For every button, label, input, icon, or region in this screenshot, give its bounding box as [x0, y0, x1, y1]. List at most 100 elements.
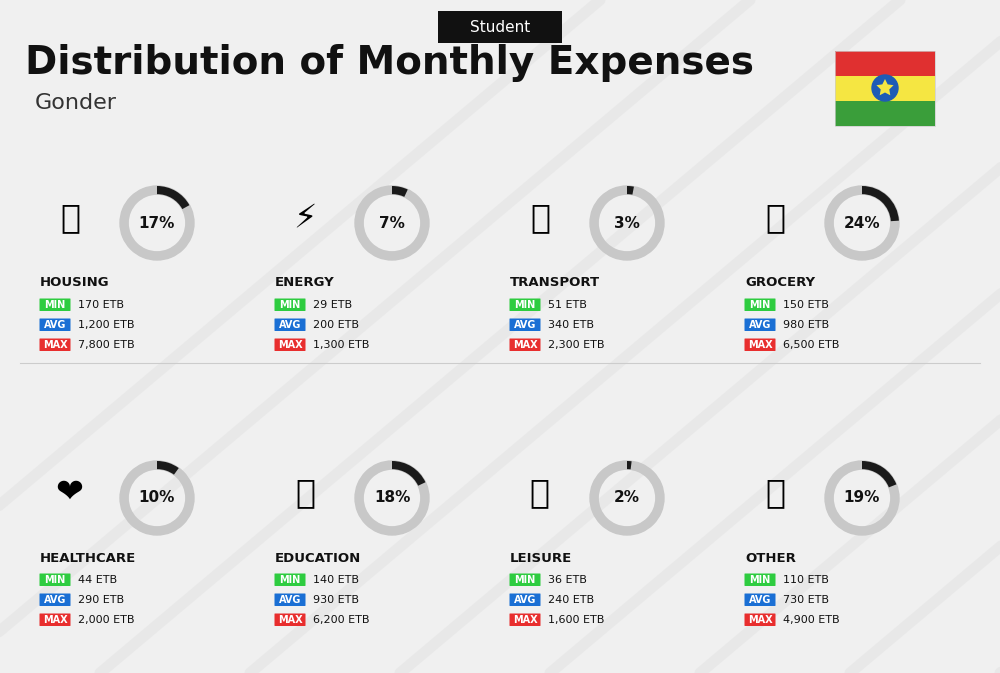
FancyBboxPatch shape [510, 573, 540, 586]
Text: 2,300 ETB: 2,300 ETB [548, 340, 604, 350]
Text: 19%: 19% [844, 491, 880, 505]
Text: 36 ETB: 36 ETB [548, 575, 587, 585]
FancyBboxPatch shape [835, 100, 935, 125]
Text: MAX: MAX [748, 340, 772, 350]
Text: 🎓: 🎓 [295, 476, 315, 509]
Text: Student: Student [470, 20, 530, 35]
Text: 2,000 ETB: 2,000 ETB [78, 615, 134, 625]
Text: 200 ETB: 200 ETB [313, 320, 359, 330]
Wedge shape [627, 461, 632, 469]
Text: MAX: MAX [43, 340, 67, 350]
FancyBboxPatch shape [744, 594, 775, 606]
FancyBboxPatch shape [510, 594, 540, 606]
Text: 930 ETB: 930 ETB [313, 595, 359, 605]
Text: MIN: MIN [44, 575, 66, 585]
Text: 🛍️: 🛍️ [530, 476, 550, 509]
Text: 150 ETB: 150 ETB [783, 300, 829, 310]
Wedge shape [862, 461, 896, 487]
FancyBboxPatch shape [510, 318, 540, 331]
Text: 🏢: 🏢 [60, 201, 80, 234]
Text: 7,800 ETB: 7,800 ETB [78, 340, 135, 350]
Circle shape [872, 75, 898, 101]
FancyBboxPatch shape [274, 614, 306, 626]
FancyBboxPatch shape [39, 339, 70, 351]
Text: 🛒: 🛒 [765, 201, 785, 234]
Text: HEALTHCARE: HEALTHCARE [40, 551, 136, 565]
Wedge shape [157, 186, 189, 209]
Text: 44 ETB: 44 ETB [78, 575, 117, 585]
FancyBboxPatch shape [39, 299, 70, 311]
Text: 1,200 ETB: 1,200 ETB [78, 320, 134, 330]
FancyBboxPatch shape [39, 573, 70, 586]
FancyBboxPatch shape [39, 614, 70, 626]
Text: MIN: MIN [279, 575, 301, 585]
Wedge shape [862, 186, 899, 221]
FancyBboxPatch shape [274, 339, 306, 351]
Text: 3%: 3% [614, 215, 640, 230]
FancyBboxPatch shape [835, 75, 935, 100]
Text: AVG: AVG [749, 320, 771, 330]
Text: OTHER: OTHER [745, 551, 796, 565]
Text: MIN: MIN [44, 300, 66, 310]
Text: 💰: 💰 [765, 476, 785, 509]
Text: AVG: AVG [514, 595, 536, 605]
Text: 290 ETB: 290 ETB [78, 595, 124, 605]
FancyBboxPatch shape [510, 614, 540, 626]
Text: 2%: 2% [614, 491, 640, 505]
FancyBboxPatch shape [744, 339, 775, 351]
Text: 1,600 ETB: 1,600 ETB [548, 615, 604, 625]
Text: 17%: 17% [139, 215, 175, 230]
Text: GROCERY: GROCERY [745, 277, 815, 289]
Wedge shape [392, 461, 425, 486]
Text: MIN: MIN [514, 575, 536, 585]
Text: 29 ETB: 29 ETB [313, 300, 352, 310]
Text: EDUCATION: EDUCATION [275, 551, 361, 565]
FancyBboxPatch shape [274, 318, 306, 331]
Text: 1,300 ETB: 1,300 ETB [313, 340, 369, 350]
FancyBboxPatch shape [744, 614, 775, 626]
FancyBboxPatch shape [39, 318, 70, 331]
Text: AVG: AVG [279, 320, 301, 330]
Text: MAX: MAX [278, 340, 302, 350]
Text: AVG: AVG [44, 595, 66, 605]
Text: MAX: MAX [748, 615, 772, 625]
Wedge shape [627, 186, 634, 194]
Text: 6,200 ETB: 6,200 ETB [313, 615, 370, 625]
Text: ❤️: ❤️ [56, 476, 84, 509]
Text: MIN: MIN [749, 575, 771, 585]
Text: 7%: 7% [379, 215, 405, 230]
Text: AVG: AVG [279, 595, 301, 605]
Text: ⚡: ⚡ [293, 201, 317, 234]
Text: AVG: AVG [514, 320, 536, 330]
Text: 110 ETB: 110 ETB [783, 575, 829, 585]
Text: MAX: MAX [43, 615, 67, 625]
Wedge shape [392, 186, 408, 197]
FancyBboxPatch shape [744, 299, 775, 311]
Text: Distribution of Monthly Expenses: Distribution of Monthly Expenses [25, 44, 754, 82]
Text: 980 ETB: 980 ETB [783, 320, 829, 330]
Text: AVG: AVG [749, 595, 771, 605]
Text: 🚌: 🚌 [530, 201, 550, 234]
FancyBboxPatch shape [744, 573, 775, 586]
Text: ENERGY: ENERGY [275, 277, 335, 289]
FancyBboxPatch shape [438, 11, 562, 43]
Text: HOUSING: HOUSING [40, 277, 110, 289]
Text: 51 ETB: 51 ETB [548, 300, 587, 310]
Text: MIN: MIN [279, 300, 301, 310]
Text: AVG: AVG [44, 320, 66, 330]
Text: MAX: MAX [278, 615, 302, 625]
FancyBboxPatch shape [274, 573, 306, 586]
Polygon shape [876, 79, 894, 96]
Text: 340 ETB: 340 ETB [548, 320, 594, 330]
Text: 6,500 ETB: 6,500 ETB [783, 340, 839, 350]
FancyBboxPatch shape [274, 299, 306, 311]
Text: 18%: 18% [374, 491, 410, 505]
FancyBboxPatch shape [39, 594, 70, 606]
Text: 170 ETB: 170 ETB [78, 300, 124, 310]
Text: MIN: MIN [514, 300, 536, 310]
Text: LEISURE: LEISURE [510, 551, 572, 565]
Text: MIN: MIN [749, 300, 771, 310]
Text: TRANSPORT: TRANSPORT [510, 277, 600, 289]
Text: MAX: MAX [513, 340, 537, 350]
Text: 240 ETB: 240 ETB [548, 595, 594, 605]
